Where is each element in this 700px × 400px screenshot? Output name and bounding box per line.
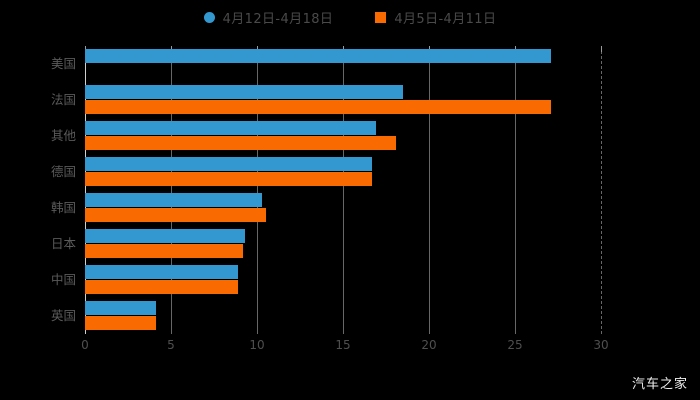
bar-group: [85, 119, 601, 155]
plot-area: 0 5 10 15 20 25 30: [81, 46, 609, 352]
x-axis-tick-label: 20: [421, 338, 437, 352]
bar-group: [85, 227, 601, 263]
gridline: [515, 46, 516, 334]
bar[interactable]: [85, 301, 156, 315]
bar[interactable]: [85, 85, 404, 99]
bar[interactable]: [85, 208, 266, 222]
gridline: [257, 46, 258, 334]
bar-group: [85, 191, 601, 227]
y-axis-line: [85, 46, 86, 334]
x-axis-tick-label: 30: [593, 338, 609, 352]
legend-swatch-circle-icon: [203, 12, 215, 23]
gridline: [601, 46, 602, 334]
category-label: 中国: [50, 272, 76, 287]
bar[interactable]: [85, 49, 552, 63]
category-label: 其他: [50, 128, 76, 143]
category-label: 法国: [50, 92, 76, 107]
gridline: [171, 46, 172, 334]
x-axis-tick-label: 10: [249, 338, 265, 352]
x-axis-tick-label: 15: [335, 338, 351, 352]
x-axis-tick-label: 0: [81, 338, 89, 352]
bar[interactable]: [85, 316, 156, 330]
category-label: 美国: [50, 56, 76, 71]
bar[interactable]: [85, 136, 397, 150]
bar[interactable]: [85, 172, 373, 186]
x-axis-tick-label: 25: [507, 338, 523, 352]
category-axis: 美国法国其他德国韩国日本中国英国: [0, 46, 76, 334]
legend-label-series2: 4月5日-4月11日: [394, 12, 497, 27]
legend-swatch-square-icon: [375, 12, 387, 23]
bar-group: [85, 155, 601, 191]
bar[interactable]: [85, 121, 376, 135]
legend-item-series1[interactable]: 4月12日-4月18日: [203, 8, 334, 27]
bar-group: [85, 47, 601, 83]
chart-legend: 4月12日-4月18日 4月5日-4月11日: [0, 8, 700, 27]
bar[interactable]: [85, 229, 245, 243]
watermark: 汽车之家: [631, 377, 688, 392]
gridline: [343, 46, 344, 334]
bar[interactable]: [85, 193, 263, 207]
legend-label-series1: 4月12日-4月18日: [222, 12, 334, 27]
bar[interactable]: [85, 280, 239, 294]
legend-item-series2[interactable]: 4月5日-4月11日: [375, 8, 496, 27]
bar-group: [85, 263, 601, 299]
bar[interactable]: [85, 100, 552, 114]
category-label: 德国: [50, 164, 76, 179]
bar[interactable]: [85, 265, 239, 279]
x-axis-tick-label: 5: [167, 338, 175, 352]
bar-group: [85, 299, 601, 335]
bar[interactable]: [85, 244, 244, 258]
bar[interactable]: [85, 157, 373, 171]
category-label: 英国: [50, 308, 76, 323]
category-label: 日本: [50, 236, 76, 251]
gridline: [429, 46, 430, 334]
bar-group: [85, 83, 601, 119]
category-label: 韩国: [50, 200, 76, 215]
x-axis-tick-mark: [601, 46, 602, 52]
